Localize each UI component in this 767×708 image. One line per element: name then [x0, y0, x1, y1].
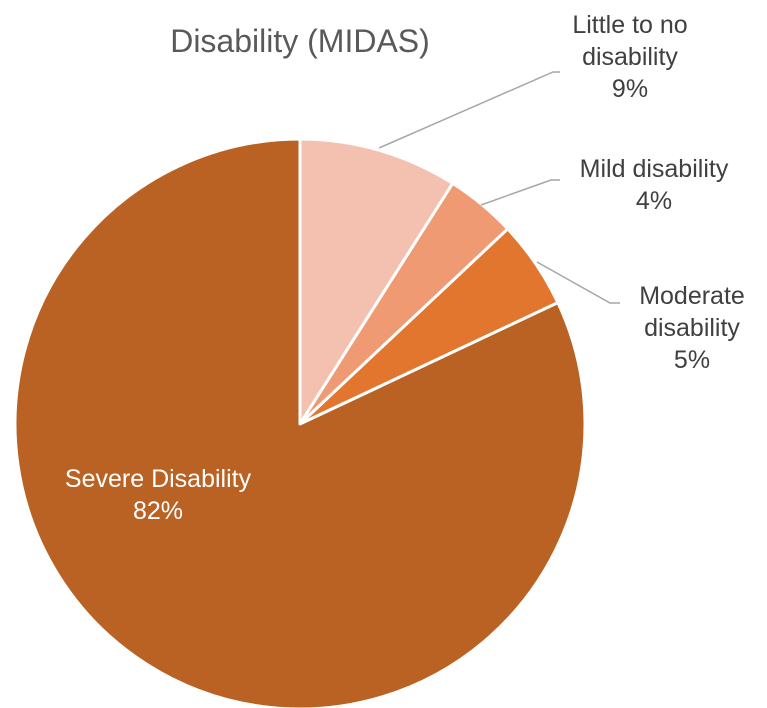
data-label-name: Severe Disability: [65, 465, 252, 493]
data-label-percent: 82%: [133, 497, 183, 525]
leader-lines: [378, 71, 620, 304]
data-label-name: Little to no: [572, 11, 687, 39]
data-label: Little to no disability 9%: [572, 11, 687, 103]
data-label-percent: 4%: [636, 187, 672, 215]
chart-title: Disability (MIDAS): [170, 23, 430, 59]
pie-slice-little-to-no-disability: [298, 137, 455, 426]
data-label-percent: 5%: [674, 346, 710, 374]
data-label: Mild disability 4%: [580, 155, 729, 215]
data-label-name: Moderate: [639, 282, 745, 310]
data-label-name: disability: [582, 43, 678, 71]
data-label-name: Mild disability: [580, 155, 729, 183]
leader-line: [378, 71, 560, 149]
data-label: Severe Disability 82%: [65, 465, 252, 525]
slice-labels: Little to no disability 9% Mild disability 4…: [65, 11, 745, 525]
pie-slices: [13, 137, 587, 708]
data-label-percent: 9%: [612, 75, 648, 103]
data-label-name: disability: [644, 314, 740, 342]
data-label: Moderate disability 5%: [639, 282, 745, 374]
pie-slice-severe-disability: [13, 137, 587, 708]
leader-line: [480, 179, 560, 206]
leader-line: [536, 261, 620, 304]
